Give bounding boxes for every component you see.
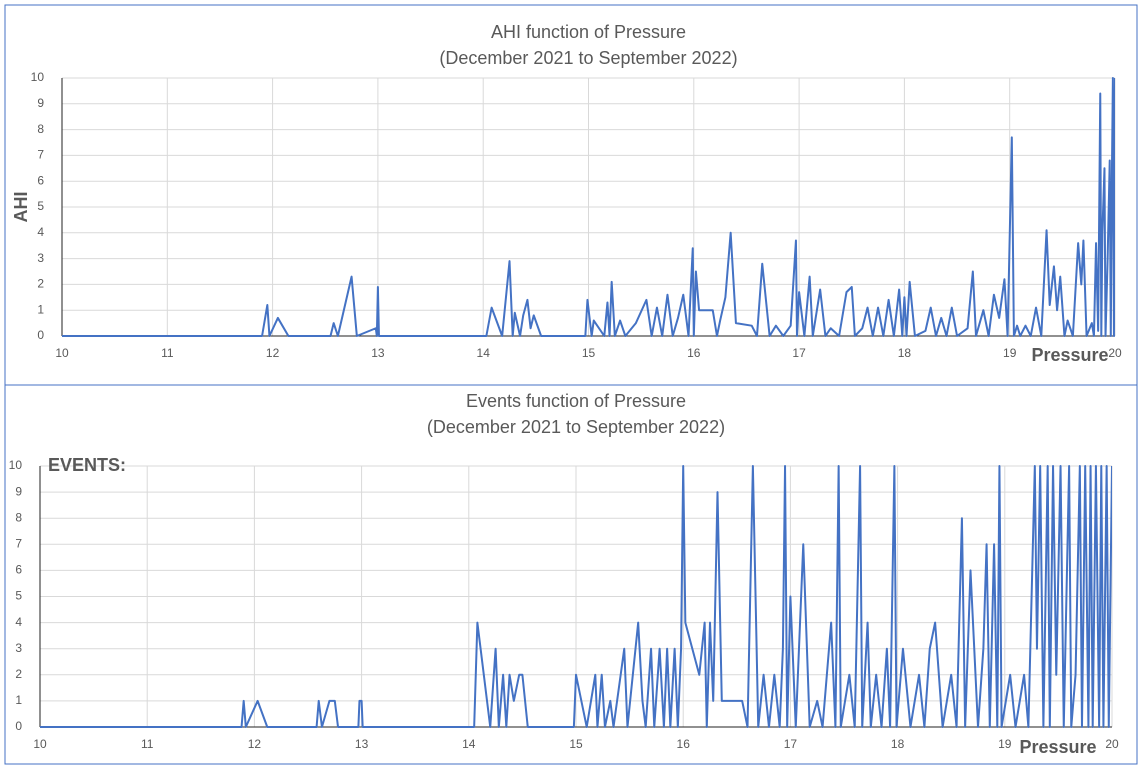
x-tick-label: 14 bbox=[462, 737, 476, 751]
x-tick-label: 11 bbox=[161, 346, 174, 360]
y-tick-label: 5 bbox=[15, 589, 22, 603]
y-tick-label: 7 bbox=[15, 536, 22, 550]
x-tick-label: 14 bbox=[477, 346, 491, 360]
x-tick-label: 15 bbox=[569, 737, 583, 751]
x-tick-label: 19 bbox=[998, 737, 1012, 751]
x-tick-label: 18 bbox=[891, 737, 905, 751]
x-axis-title: Pressure bbox=[1031, 345, 1108, 365]
chart-subtitle: (December 2021 to September 2022) bbox=[427, 417, 725, 437]
x-tick-label: 15 bbox=[582, 346, 596, 360]
y-tick-label: 10 bbox=[31, 70, 45, 84]
y-tick-label: 3 bbox=[15, 641, 22, 655]
x-tick-label: 17 bbox=[792, 346, 806, 360]
x-tick-label: 20 bbox=[1108, 346, 1122, 360]
x-tick-label: 13 bbox=[355, 737, 369, 751]
chart-subtitle: (December 2021 to September 2022) bbox=[439, 48, 737, 68]
chart-title: Events function of Pressure bbox=[466, 391, 686, 411]
y-tick-label: 10 bbox=[9, 458, 23, 472]
x-tick-label: 12 bbox=[266, 346, 280, 360]
x-tick-label: 13 bbox=[371, 346, 385, 360]
chart-title: AHI function of Pressure bbox=[491, 22, 686, 42]
x-tick-label: 17 bbox=[784, 737, 798, 751]
y-tick-label: 0 bbox=[37, 328, 44, 342]
x-tick-label: 10 bbox=[55, 346, 69, 360]
data-line bbox=[62, 77, 1115, 337]
x-tick-label: 10 bbox=[33, 737, 47, 751]
x-tick-label: 11 bbox=[141, 737, 154, 751]
y-tick-label: 1 bbox=[15, 693, 22, 707]
y-axis-title: EVENTS: bbox=[48, 455, 126, 475]
y-tick-label: 1 bbox=[37, 302, 44, 316]
x-tick-label: 19 bbox=[1003, 346, 1017, 360]
y-tick-label: 4 bbox=[15, 615, 22, 629]
y-tick-label: 6 bbox=[37, 173, 44, 187]
y-tick-label: 5 bbox=[37, 199, 44, 213]
x-tick-label: 16 bbox=[687, 346, 701, 360]
y-tick-label: 9 bbox=[15, 484, 22, 498]
y-tick-label: 2 bbox=[37, 277, 44, 291]
x-axis-title: Pressure bbox=[1019, 737, 1096, 757]
y-tick-label: 3 bbox=[37, 251, 44, 265]
x-tick-label: 16 bbox=[677, 737, 691, 751]
data-line bbox=[40, 465, 1112, 728]
y-tick-label: 8 bbox=[15, 510, 22, 524]
y-tick-label: 2 bbox=[15, 667, 22, 681]
y-tick-label: 6 bbox=[15, 563, 22, 577]
x-tick-label: 20 bbox=[1105, 737, 1119, 751]
y-tick-label: 0 bbox=[15, 719, 22, 733]
x-tick-label: 12 bbox=[248, 737, 262, 751]
y-tick-label: 7 bbox=[37, 148, 44, 162]
x-tick-label: 18 bbox=[898, 346, 912, 360]
chart-frame bbox=[4, 384, 1138, 765]
y-tick-label: 8 bbox=[37, 122, 44, 136]
y-tick-label: 4 bbox=[37, 225, 44, 239]
y-axis-title: AHI bbox=[11, 192, 31, 223]
y-tick-label: 9 bbox=[37, 96, 44, 110]
